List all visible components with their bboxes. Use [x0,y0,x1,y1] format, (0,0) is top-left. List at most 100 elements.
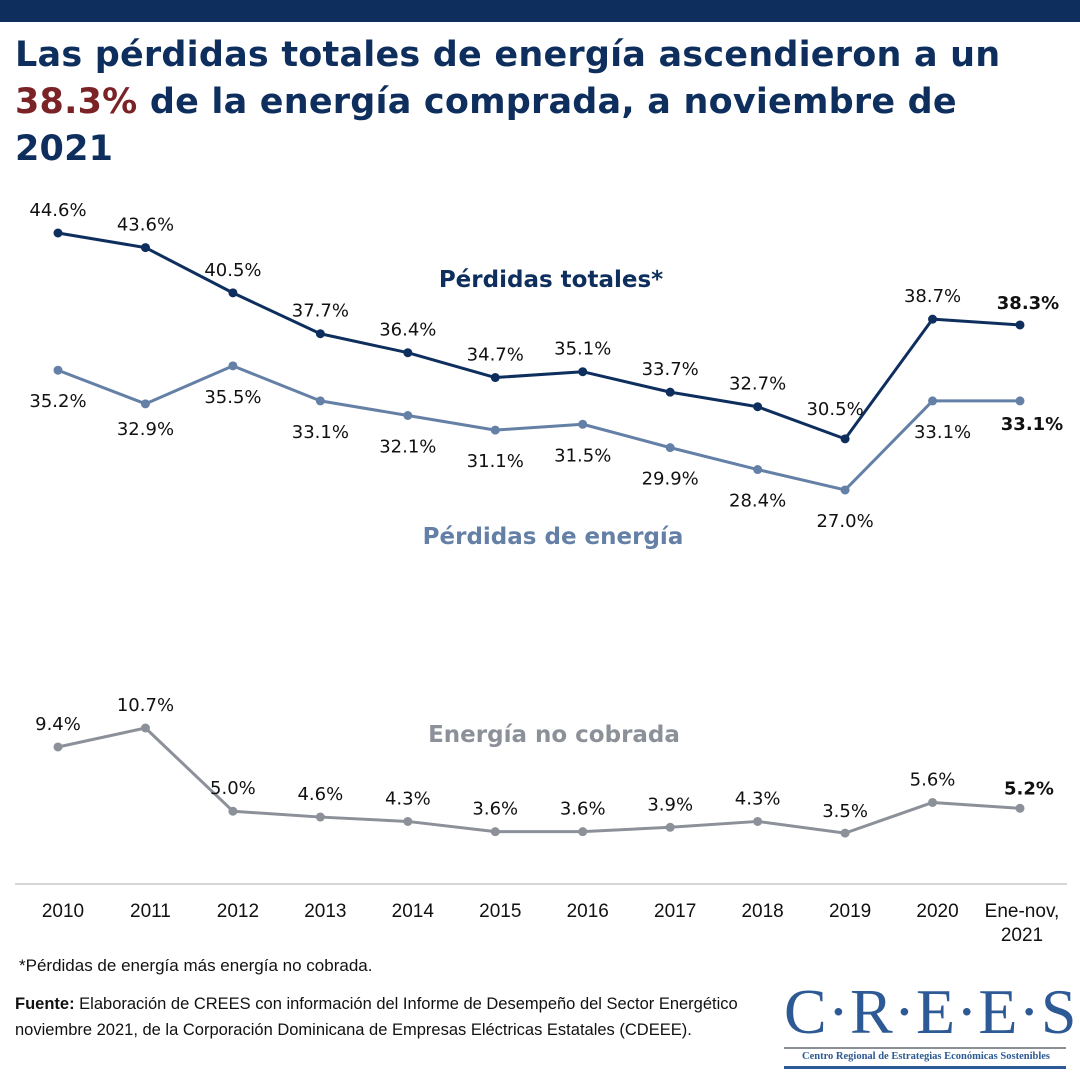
data-point-energia-no-cobrada [753,816,763,826]
data-point-energia-no-cobrada [840,828,850,838]
data-label-energia-no-cobrada: 4.3% [735,788,781,809]
data-label-perdidas-totales: 33.7% [642,359,699,380]
data-point-perdidas-totales [665,387,675,397]
data-label-perdidas-totales: 36.4% [379,320,436,341]
source-label: Fuente: [15,995,75,1013]
data-point-perdidas-totales [403,348,413,358]
series-label-perdidas-energia: Pérdidas de energía [423,524,684,550]
data-label-perdidas-de-energia: 29.9% [642,469,699,490]
data-label-perdidas-de-energia: 33.1% [914,422,971,443]
data-point-perdidas-de-energia [53,365,63,375]
x-tick-label: 2020 [916,901,958,922]
data-point-perdidas-totales [140,243,150,253]
data-point-perdidas-totales [578,367,588,377]
logo-wordmark: C·R·E·E·S [784,976,1078,1047]
data-label-perdidas-de-energia: 32.1% [379,437,436,458]
x-tick-label: 2011 [130,901,171,922]
data-point-perdidas-totales [1015,320,1025,330]
title-part-1: Las pérdidas totales de energía ascendie… [15,35,1001,75]
data-label-energia-no-cobrada: 9.4% [35,714,81,735]
data-label-perdidas-de-energia: 33.1% [1001,414,1063,435]
crees-logo: C·R·E·E·S Centro Regional de Estrategias… [784,976,1078,1069]
data-point-perdidas-totales [928,314,938,324]
footnote: *Pérdidas de energía más energía no cobr… [19,956,373,975]
data-label-perdidas-totales: 43.6% [117,215,174,236]
x-tick-label: 2013 [304,901,346,922]
data-point-perdidas-totales [53,228,63,238]
data-label-energia-no-cobrada: 3.5% [822,801,868,822]
data-label-perdidas-de-energia: 35.2% [29,391,86,412]
data-label-perdidas-totales: 38.7% [904,286,961,307]
data-label-perdidas-totales: 35.1% [554,339,611,360]
top-accent-bar [0,0,1080,22]
data-label-perdidas-totales: 40.5% [204,260,261,281]
data-label-perdidas-de-energia: 31.1% [467,451,524,472]
data-point-perdidas-totales [753,402,763,412]
source-note: Fuente: Elaboración de CREES con informa… [15,991,785,1043]
data-label-energia-no-cobrada: 4.6% [297,784,343,805]
x-tick-label: 2015 [479,901,521,922]
x-tick-label: 2019 [829,901,871,922]
series-label-energia-no-cobrada: Energía no cobrada [428,722,680,748]
data-point-perdidas-de-energia [490,425,500,435]
data-point-energia-no-cobrada [315,812,325,822]
data-label-perdidas-de-energia: 32.9% [117,419,174,440]
data-point-perdidas-de-energia [403,411,413,420]
data-point-perdidas-totales [490,373,500,383]
data-label-energia-no-cobrada: 5.2% [1004,778,1054,799]
data-point-energia-no-cobrada [228,806,238,816]
data-point-energia-no-cobrada [1015,803,1025,813]
data-point-perdidas-de-energia [665,443,675,453]
data-label-perdidas-de-energia: 28.4% [729,491,786,512]
data-point-perdidas-totales [315,329,325,339]
data-label-perdidas-de-energia: 35.5% [204,387,261,408]
data-point-energia-no-cobrada [665,822,675,832]
data-label-perdidas-totales: 34.7% [467,345,524,366]
series-line-energia-no-cobrada [57,726,1021,835]
x-tick-label: 2018 [741,901,783,922]
data-label-perdidas-totales: 37.7% [292,301,349,322]
data-label-energia-no-cobrada: 4.3% [385,788,431,809]
data-point-perdidas-de-energia [753,465,763,475]
data-label-perdidas-totales: 44.6% [29,200,86,221]
source-text: Elaboración de CREES con información del… [15,995,738,1039]
data-label-energia-no-cobrada: 10.7% [117,695,174,716]
data-label-perdidas-totales: 30.5% [806,399,863,420]
data-point-perdidas-de-energia [578,419,588,429]
title-highlight-value: 38.3% [15,82,138,122]
data-point-energia-no-cobrada [403,816,413,826]
data-point-perdidas-totales [228,288,238,298]
data-point-perdidas-de-energia [840,485,850,495]
data-label-perdidas-de-energia: 27.0% [816,511,873,532]
data-label-perdidas-totales: 32.7% [729,374,786,395]
logo-divider-bottom [784,1066,1066,1069]
data-point-perdidas-de-energia [315,396,325,406]
data-label-energia-no-cobrada: 3.6% [560,799,606,820]
title-part-2: de la energía comprada, a noviembre de 2… [15,82,957,169]
data-point-energia-no-cobrada [578,827,588,837]
series-line-perdidas-de-energia [57,364,1020,492]
data-label-energia-no-cobrada: 5.6% [910,769,956,790]
x-tick-label: 2010 [42,901,84,922]
series-line-perdidas-totales [57,231,1021,441]
logo-divider-top [784,1047,1066,1049]
x-tick-label: 2012 [217,901,259,922]
logo-subtitle: Centro Regional de Estrategias Económica… [801,1051,1050,1062]
data-point-energia-no-cobrada [490,827,500,837]
data-label-energia-no-cobrada: 3.9% [647,794,693,815]
data-label-energia-no-cobrada: 5.0% [210,778,256,799]
data-label-perdidas-de-energia: 33.1% [292,422,349,443]
data-point-energia-no-cobrada [140,723,150,733]
data-point-perdidas-de-energia [1015,396,1025,406]
data-label-energia-no-cobrada: 3.6% [472,799,518,820]
data-point-perdidas-de-energia [228,361,238,371]
x-tick-label: 2017 [654,901,696,922]
page-title: Las pérdidas totales de energía ascendie… [15,32,1065,173]
series-label-perdidas-totales: Pérdidas totales* [439,267,663,293]
x-tick-label: 2014 [392,901,435,922]
data-point-perdidas-de-energia [928,396,938,406]
data-point-energia-no-cobrada [53,742,63,752]
x-tick-label: 2016 [567,901,609,922]
data-point-energia-no-cobrada [928,797,938,807]
